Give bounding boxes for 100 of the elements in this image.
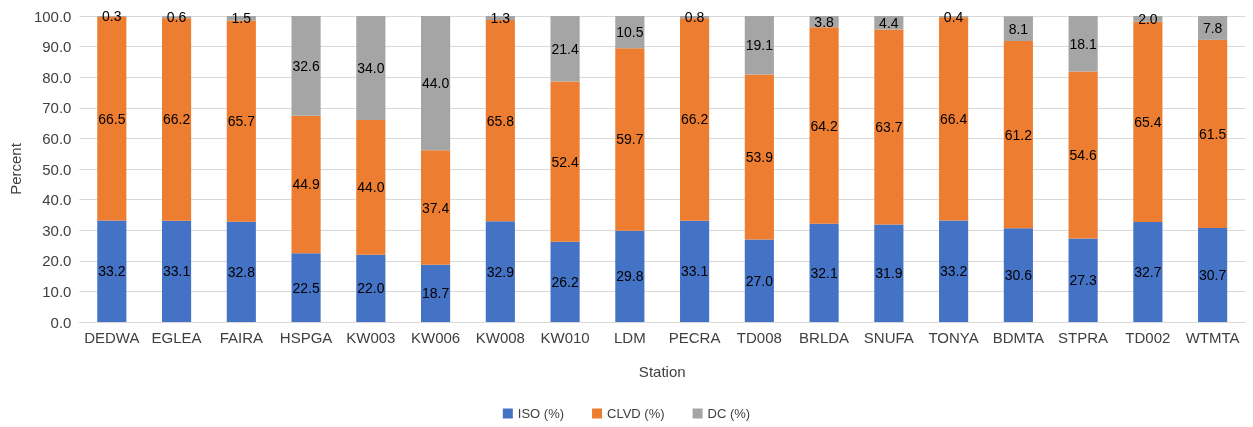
data-label: 65.8: [486, 112, 515, 129]
bar: [1198, 39, 1228, 229]
bar: [1068, 16, 1098, 72]
legend-label: ISO (%): [517, 406, 565, 421]
bar: [550, 241, 580, 322]
y-tick-label: 90.0: [42, 38, 72, 56]
data-label: 65.4: [1134, 113, 1162, 130]
data-label: 44.0: [357, 179, 385, 196]
bar: [874, 224, 904, 322]
data-label: 61.5: [1199, 125, 1227, 142]
data-label: 0.6: [166, 9, 187, 26]
data-label: 44.0: [421, 75, 450, 92]
data-label: 59.7: [616, 131, 644, 148]
bar: [744, 239, 774, 322]
data-label: 27.3: [1069, 272, 1097, 289]
bar: [356, 16, 386, 121]
x-tick-label: TD002: [1125, 329, 1171, 346]
bar: [162, 220, 192, 322]
y-tick-label: 10.0: [42, 282, 72, 300]
data-label: 65.7: [227, 113, 256, 130]
y-tick-label: 0.0: [50, 313, 72, 331]
data-label: 0.8: [684, 9, 705, 26]
data-label: 66.4: [939, 110, 968, 127]
bar: [550, 16, 580, 82]
data-label: 22.0: [357, 280, 385, 297]
data-label: 63.7: [875, 118, 903, 135]
data-label: 44.9: [292, 176, 320, 193]
bar: [744, 74, 774, 240]
x-tick-label: STPRA: [1058, 329, 1109, 346]
bar: [291, 115, 321, 254]
bar: [356, 254, 386, 322]
x-tick-label: HSPGA: [279, 329, 333, 346]
data-label: 33.1: [162, 263, 191, 280]
data-label: 64.2: [810, 117, 838, 134]
x-tick-label: EGLEA: [151, 329, 202, 346]
bar: [421, 264, 451, 322]
bar: [615, 48, 645, 231]
data-label: 8.1: [1008, 20, 1029, 37]
bar: [291, 253, 321, 322]
data-label: 19.1: [745, 37, 774, 54]
x-tick-label: BDMTA: [992, 329, 1045, 346]
bar: [421, 16, 451, 151]
data-label: 32.1: [810, 264, 838, 281]
data-label: 10.5: [616, 24, 644, 41]
data-label: 61.2: [1004, 126, 1033, 143]
data-label: 22.5: [292, 279, 320, 296]
data-label: 21.4: [551, 40, 579, 57]
bar: [291, 16, 321, 116]
x-tick-label: KW010: [540, 329, 590, 346]
y-axis-title: Percent: [7, 142, 24, 195]
y-tick-label: 70.0: [42, 99, 72, 117]
y-tick-label: 30.0: [42, 221, 72, 239]
bar: [744, 16, 774, 75]
y-tick-label: 60.0: [42, 129, 72, 147]
data-label: 66.5: [98, 110, 126, 127]
x-tick-label: LDM: [614, 329, 646, 346]
bar: [680, 220, 710, 322]
data-label: 33.1: [680, 263, 709, 280]
y-tick-label: 100.0: [33, 7, 72, 25]
y-tick-label: 20.0: [42, 252, 72, 270]
x-tick-label: SNUFA: [863, 329, 914, 346]
data-label: 26.2: [551, 273, 579, 290]
data-label: 33.2: [939, 263, 968, 280]
y-tick-label: 80.0: [42, 68, 72, 86]
bar: [1133, 221, 1163, 322]
x-tick-label: KW003: [346, 329, 396, 346]
data-label: 30.6: [1004, 267, 1033, 284]
data-label: 32.7: [1134, 263, 1162, 280]
bar: [1003, 228, 1033, 322]
bar: [1068, 71, 1098, 239]
data-label: 3.8: [814, 13, 835, 30]
x-tick-label: KW008: [475, 329, 525, 346]
data-label: 31.9: [875, 265, 903, 282]
data-label: 34.0: [357, 60, 385, 77]
y-tick-label: 50.0: [42, 160, 72, 178]
data-label: 32.9: [486, 263, 515, 280]
bar: [356, 120, 386, 255]
bar: [1068, 238, 1098, 322]
data-label: 29.8: [616, 268, 644, 285]
bar: [809, 27, 839, 224]
y-tick-label: 40.0: [42, 191, 72, 209]
bar: [421, 150, 451, 265]
data-label: 27.0: [745, 272, 774, 289]
bar: [615, 230, 645, 322]
bar: [1198, 228, 1228, 322]
x-tick-label: TONYA: [928, 329, 979, 346]
data-label: 32.6: [292, 57, 320, 74]
x-axis-title: Station: [638, 363, 686, 380]
data-label: 30.7: [1199, 267, 1227, 284]
x-tick-label: KW006: [410, 329, 461, 346]
data-label: 0.4: [943, 8, 964, 25]
data-label: 53.9: [745, 148, 774, 165]
legend-label: DC (%): [707, 406, 751, 421]
bar: [226, 221, 256, 322]
data-label: 52.4: [551, 153, 579, 170]
x-tick-label: WTMTA: [1185, 329, 1240, 346]
legend-label: CLVD (%): [607, 406, 665, 421]
data-label: 54.6: [1069, 146, 1097, 163]
x-tick-label: DEDWA: [84, 329, 140, 346]
bar: [97, 220, 127, 322]
